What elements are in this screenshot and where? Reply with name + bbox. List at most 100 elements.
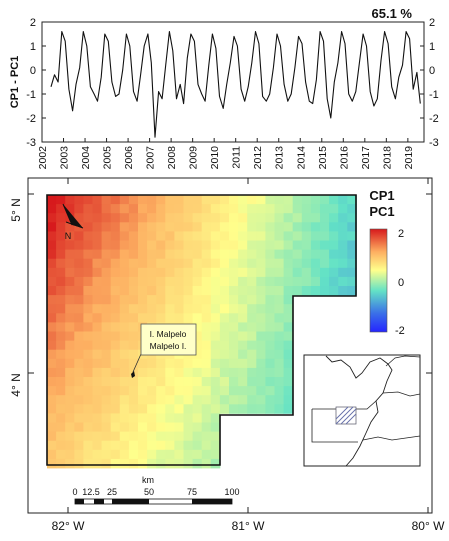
heatmap-cell: [274, 249, 284, 260]
heatmap-cell: [283, 213, 294, 223]
heatmap-cell: [310, 267, 321, 278]
heatmap-cell: [174, 222, 184, 232]
heatmap-cell: [101, 331, 112, 341]
heatmap-cell: [174, 431, 184, 442]
heatmap-cell: [210, 204, 221, 214]
heatmap-cell: [265, 240, 275, 250]
heatmap-cell: [310, 258, 321, 269]
time-series-line-group: [50, 31, 421, 138]
heatmap-cell: [156, 413, 166, 423]
heatmap-cell: [283, 267, 294, 278]
heatmap-cell: [128, 295, 139, 305]
heatmap-cell: [329, 267, 339, 278]
heatmap-cell: [119, 404, 130, 414]
heatmap-cell: [174, 267, 184, 278]
heatmap-cell: [119, 349, 130, 360]
heatmap-cell: [65, 204, 75, 214]
heatmap-cell: [119, 222, 130, 232]
heatmap-cell: [47, 222, 57, 232]
heatmap-cell: [74, 458, 84, 469]
heatmap-cell: [292, 195, 303, 205]
heatmap-cell: [183, 195, 193, 205]
y-tick-label-right: -1: [429, 89, 439, 101]
heatmap-cell: [283, 358, 294, 369]
heatmap-cell: [247, 322, 257, 332]
heatmap-cell: [256, 304, 266, 314]
heatmap-cell: [128, 386, 139, 396]
heatmap-cell: [83, 422, 93, 432]
heatmap-cell: [210, 458, 221, 469]
heatmap-cell: [74, 440, 84, 451]
heatmap-cell: [92, 195, 102, 205]
heatmap-cell: [174, 240, 184, 250]
heatmap-cell: [92, 458, 102, 469]
lat-label-5: 5° N: [9, 198, 23, 221]
heatmap-cell: [256, 358, 266, 369]
heatmap-cell: [65, 286, 75, 296]
heatmap-cell: [183, 304, 193, 314]
heatmap-cell: [83, 440, 93, 451]
heatmap-cell: [65, 304, 75, 314]
heatmap-cell: [301, 249, 312, 260]
heatmap-cell: [92, 231, 102, 241]
heatmap-cell: [83, 458, 93, 469]
heatmap-cell: [247, 222, 257, 232]
heatmap-cell: [101, 440, 112, 451]
heatmap-cell: [201, 386, 212, 396]
heatmap-cell: [192, 358, 203, 369]
heatmap-cell: [201, 258, 212, 269]
heatmap-cell: [201, 322, 212, 332]
heatmap-cell: [65, 431, 75, 442]
heatmap-cell: [274, 386, 284, 396]
heatmap-cell: [147, 276, 157, 287]
heatmap-cell: [47, 249, 57, 260]
heatmap-cell: [201, 331, 212, 341]
heatmap-cell: [92, 313, 102, 323]
heatmap-cell: [47, 367, 57, 378]
heatmap-cell: [92, 249, 102, 260]
heatmap-cell: [138, 449, 148, 460]
heatmap-cell: [274, 195, 284, 205]
heatmap-cell: [229, 358, 239, 369]
heatmap-cell: [274, 313, 284, 323]
x-tick-label: 2012: [252, 146, 264, 170]
heatmap-cell: [265, 204, 275, 214]
heatmap-cell: [201, 449, 212, 460]
heatmap-cell: [128, 331, 139, 341]
heatmap-cell: [138, 276, 148, 287]
heatmap-cell: [110, 413, 121, 423]
heatmap-cell: [192, 422, 203, 432]
heatmap-cell: [110, 358, 121, 369]
heatmap-cell: [219, 386, 230, 396]
heatmap-cell: [101, 304, 112, 314]
island-callout-line: [132, 353, 142, 373]
heatmap-cell: [110, 249, 121, 260]
heatmap-cell: [83, 395, 93, 405]
heatmap-cell: [110, 458, 121, 469]
heatmap-cell: [74, 304, 84, 314]
colorbar: [369, 228, 388, 333]
heatmap-cell: [110, 231, 121, 241]
heatmap-cell: [65, 395, 75, 405]
heatmap-cell: [92, 295, 102, 305]
heatmap-cell: [201, 440, 212, 451]
heatmap-cell: [329, 276, 339, 287]
heatmap-cell: [92, 222, 102, 232]
heatmap-cell: [265, 195, 275, 205]
heatmap-cell: [210, 367, 221, 378]
heatmap-cell: [238, 367, 248, 378]
heatmap-cell: [128, 249, 139, 260]
heatmap-cell: [128, 413, 139, 423]
heatmap-cell: [110, 404, 121, 414]
heatmap-cell: [128, 404, 139, 414]
heatmap-cell: [74, 258, 84, 269]
heatmap-cell: [128, 349, 139, 360]
heatmap-cell: [138, 304, 148, 314]
heatmap-cell: [138, 358, 148, 369]
heatmap-cell: [147, 404, 157, 414]
heatmap-cell: [138, 422, 148, 432]
heatmap-cell: [192, 258, 203, 269]
heatmap-cell: [247, 404, 257, 414]
heatmap-cell: [119, 258, 130, 269]
heatmap-cell: [247, 367, 257, 378]
